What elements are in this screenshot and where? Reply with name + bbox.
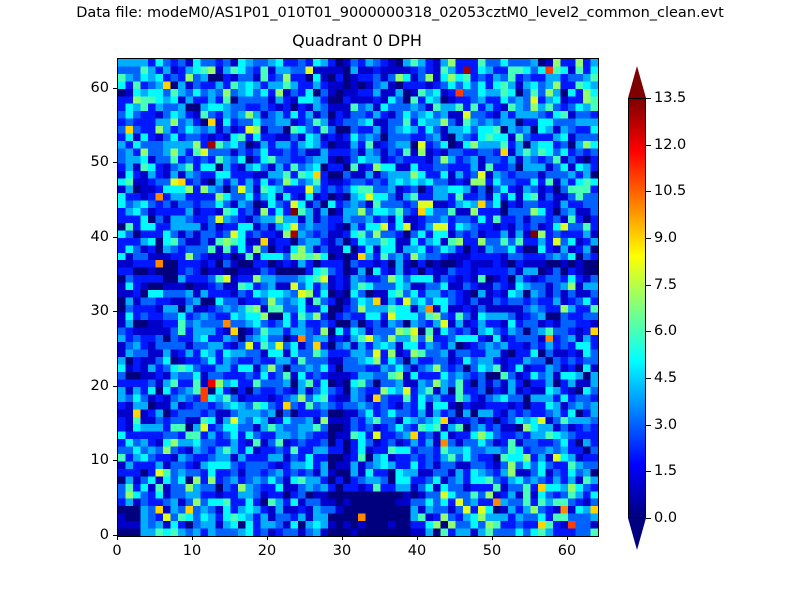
colorbar-tick-mark	[646, 331, 651, 333]
colorbar-tick-label: 0.0	[654, 510, 678, 526]
y-tick-label: 50	[90, 154, 109, 171]
x-tick-mark	[342, 536, 343, 540]
colorbar-under-arrow-icon	[628, 518, 646, 550]
y-tick-label: 60	[90, 79, 109, 96]
y-tick-mark	[113, 385, 117, 387]
colorbar-tick-mark	[646, 191, 651, 193]
colorbar: 0.0 1.5 3.0 4.5 6.0 7.5 9.0 10.5 12.0 13.5	[628, 58, 686, 550]
x-tick-label: 30	[332, 543, 352, 559]
colorbar-tick-label: 1.5	[654, 463, 678, 480]
y-tick-label: 0	[99, 527, 109, 543]
x-tick-label: 20	[257, 543, 277, 559]
y-tick-mark	[113, 87, 117, 89]
x-tick-label: 60	[557, 543, 577, 559]
colorbar-tick-mark	[646, 471, 651, 473]
colorbar-tick-label: 13.5	[654, 90, 687, 106]
colorbar-over-arrow-icon	[628, 66, 646, 98]
y-tick-label: 40	[90, 228, 109, 245]
colorbar-tick-mark	[646, 238, 651, 239]
y-tick-mark	[113, 535, 117, 536]
y-tick-label: 20	[90, 377, 109, 394]
data-file-label: Data file: modeM0/AS1P01_010T01_90000003…	[76, 5, 724, 21]
y-tick-mark	[113, 460, 117, 462]
heatmap-image	[118, 59, 598, 536]
colorbar-tick-label: 6.0	[654, 323, 678, 340]
y-tick-label: 30	[90, 303, 109, 320]
x-tick-label: 0	[112, 543, 122, 559]
y-tick-mark	[113, 162, 117, 164]
x-tick-mark	[117, 536, 118, 540]
colorbar-tick-mark	[646, 98, 651, 99]
colorbar-tick-mark	[646, 424, 651, 426]
x-tick-mark	[192, 536, 193, 540]
x-tick-mark	[567, 536, 568, 540]
colorbar-tick-label: 7.5	[654, 276, 678, 293]
colorbar-tick-label: 4.5	[654, 370, 678, 386]
colorbar-tick-label: 3.0	[654, 416, 678, 433]
colorbar-tick-mark	[646, 284, 651, 286]
x-tick-label: 50	[482, 543, 502, 559]
x-tick-mark	[267, 536, 268, 540]
y-tick-mark	[113, 236, 117, 238]
colorbar-tick-mark	[646, 518, 651, 519]
heatmap-axes	[117, 58, 599, 537]
colorbar-gradient	[628, 98, 646, 518]
colorbar-tick-label: 10.5	[654, 183, 687, 200]
colorbar-tick-mark	[646, 144, 651, 146]
x-tick-mark	[492, 536, 493, 540]
x-tick-label: 40	[407, 543, 427, 559]
page-title: Quadrant 0 DPH	[292, 31, 422, 50]
y-tick-label: 10	[90, 452, 109, 469]
colorbar-tick-label: 9.0	[654, 230, 678, 246]
x-tick-mark	[417, 536, 418, 540]
y-tick-mark	[113, 311, 117, 313]
colorbar-tick-label: 12.0	[654, 136, 687, 153]
x-tick-label: 10	[182, 543, 202, 559]
colorbar-tick-mark	[646, 378, 651, 379]
